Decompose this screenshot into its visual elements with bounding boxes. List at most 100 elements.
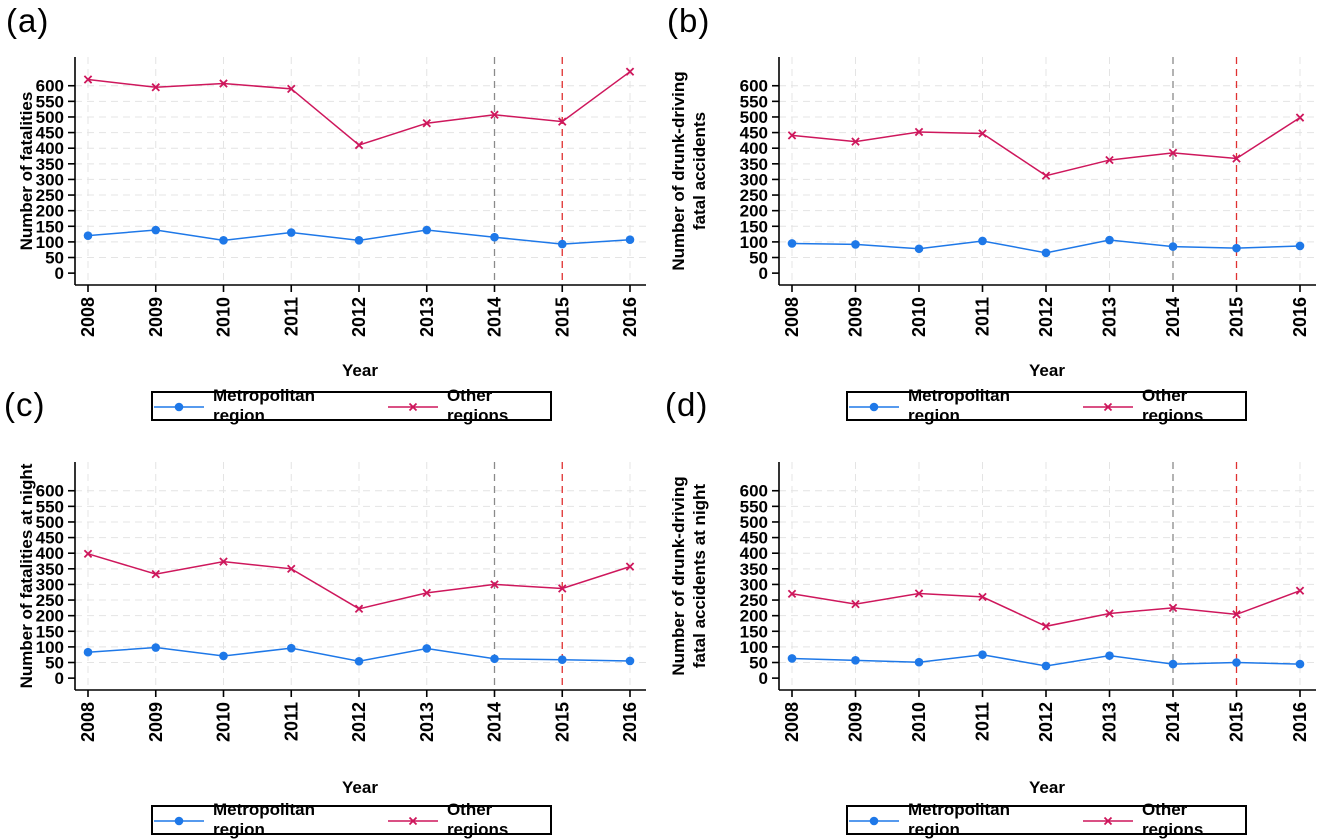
svg-text:2013: 2013 (417, 297, 437, 337)
legend-c: Metropolitan region Other regions (151, 800, 552, 839)
svg-text:450: 450 (36, 124, 64, 143)
x-axis-title-b: Year (1029, 361, 1065, 380)
svg-text:2010: 2010 (214, 297, 234, 337)
svg-text:550: 550 (740, 497, 768, 516)
svg-text:2016: 2016 (1290, 702, 1310, 742)
svg-text:0: 0 (55, 264, 64, 283)
svg-text:200: 200 (36, 607, 64, 626)
legend-entry-other: Other regions (387, 800, 550, 840)
series-other-regions (83, 67, 635, 150)
svg-text:2011: 2011 (973, 297, 993, 336)
legend-label-other: Other regions (446, 800, 509, 839)
svg-text:100: 100 (740, 638, 768, 657)
legend-d: Metropolitan region Other regions (846, 800, 1247, 839)
reference-lines (493, 57, 563, 285)
svg-text:2009: 2009 (146, 702, 166, 742)
svg-text:450: 450 (740, 529, 768, 548)
metropolitan-line-marker-icon (153, 399, 205, 413)
svg-text:500: 500 (36, 513, 64, 532)
svg-text:2009: 2009 (146, 297, 166, 337)
svg-text:0: 0 (759, 264, 768, 283)
svg-text:250: 250 (36, 591, 64, 610)
legend-entry-metropolitan: Metropolitan region (848, 800, 1056, 840)
series-metropolitan-region (787, 650, 1305, 671)
series-metropolitan-region (83, 225, 635, 249)
series-other-regions (787, 113, 1305, 180)
gridlines (75, 462, 646, 690)
svg-text:2012: 2012 (349, 297, 369, 337)
svg-text:2014: 2014 (485, 297, 505, 337)
gridlines (75, 57, 646, 285)
panel-label-c: (c) (4, 386, 46, 423)
legend-label-metropolitan: Metropolitan region (213, 386, 315, 425)
other-line-marker-icon (1082, 813, 1134, 827)
svg-text:600: 600 (740, 482, 768, 501)
svg-text:500: 500 (36, 108, 64, 127)
legend-label-other: Other regions (1141, 800, 1204, 839)
series-metropolitan-region (83, 643, 635, 666)
svg-text:2008: 2008 (78, 702, 98, 742)
legend-entry-other: Other regions (1082, 800, 1245, 840)
svg-text:2011: 2011 (281, 702, 301, 741)
svg-text:2010: 2010 (909, 702, 929, 742)
svg-text:400: 400 (740, 544, 768, 563)
svg-text:2015: 2015 (552, 702, 572, 742)
svg-text:0: 0 (55, 669, 64, 688)
svg-text:300: 300 (740, 170, 768, 189)
legend-entry-metropolitan: Metropolitan region (848, 386, 1056, 426)
svg-text:250: 250 (740, 591, 768, 610)
svg-text:50: 50 (749, 249, 768, 268)
svg-text:2008: 2008 (78, 297, 98, 337)
svg-text:400: 400 (36, 139, 64, 158)
svg-text:2012: 2012 (349, 702, 369, 742)
svg-text:250: 250 (36, 186, 64, 205)
svg-text:150: 150 (740, 622, 768, 641)
svg-text:500: 500 (740, 513, 768, 532)
svg-text:2012: 2012 (1036, 702, 1056, 742)
other-line-marker-icon (1082, 399, 1134, 413)
reference-lines (1172, 462, 1238, 690)
svg-text:500: 500 (740, 108, 768, 127)
svg-text:2010: 2010 (214, 702, 234, 742)
svg-text:0: 0 (759, 669, 768, 688)
svg-text:2008: 2008 (782, 702, 802, 742)
series-other-regions (83, 549, 635, 614)
legend-a: Metropolitan region Other regions (151, 386, 552, 425)
svg-text:2016: 2016 (620, 297, 640, 337)
svg-text:2013: 2013 (417, 702, 437, 742)
svg-text:400: 400 (36, 544, 64, 563)
svg-text:2008: 2008 (782, 297, 802, 337)
legend-label-metropolitan: Metropolitan region (908, 800, 1010, 839)
svg-text:450: 450 (740, 124, 768, 143)
legend-entry-metropolitan: Metropolitan region (153, 800, 361, 840)
svg-text:350: 350 (740, 155, 768, 174)
svg-text:600: 600 (36, 77, 64, 96)
legend-label-other: Other regions (1141, 386, 1204, 425)
legend-entry-metropolitan: Metropolitan region (153, 386, 361, 426)
svg-text:2011: 2011 (973, 702, 993, 741)
panel-label-a: (a) (6, 2, 50, 39)
svg-text:2013: 2013 (1100, 297, 1120, 337)
legend-entry-other: Other regions (387, 386, 550, 426)
svg-text:150: 150 (740, 217, 768, 236)
svg-text:550: 550 (36, 497, 64, 516)
svg-text:50: 50 (45, 249, 64, 268)
series-metropolitan-region (787, 235, 1305, 258)
svg-text:600: 600 (36, 482, 64, 501)
svg-text:2014: 2014 (485, 702, 505, 742)
x-axis-title-d: Year (1029, 778, 1065, 797)
legend-label-other: Other regions (446, 386, 509, 425)
metropolitan-line-marker-icon (848, 813, 900, 827)
svg-text:600: 600 (740, 77, 768, 96)
svg-text:2016: 2016 (1290, 297, 1310, 337)
svg-text:2010: 2010 (909, 297, 929, 337)
svg-text:2012: 2012 (1036, 297, 1056, 337)
legend-label-metropolitan: Metropolitan region (908, 386, 1010, 425)
legend-label-metropolitan: Metropolitan region (213, 800, 315, 839)
svg-text:300: 300 (740, 575, 768, 594)
